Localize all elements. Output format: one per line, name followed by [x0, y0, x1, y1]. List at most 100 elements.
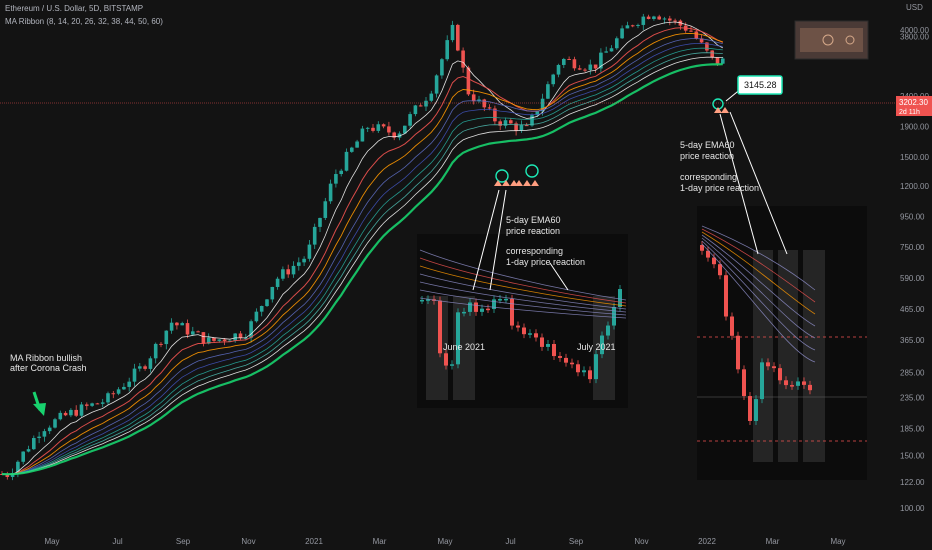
candle-body [551, 74, 555, 85]
inset-candle-body [606, 325, 610, 336]
candle-body [350, 147, 354, 152]
triangle-markers [494, 107, 729, 186]
candle-body [286, 269, 290, 275]
candle-body [116, 389, 121, 394]
candle-body [132, 368, 137, 382]
y-tick-label: 285.00 [900, 368, 925, 377]
candle-body [233, 333, 237, 341]
candle-body [334, 174, 338, 184]
candle-body [122, 386, 126, 390]
ma-ribbon-line [1, 38, 723, 475]
candle-body [79, 404, 84, 416]
y-tick-label: 950.00 [900, 212, 925, 221]
candle-body [180, 323, 184, 326]
candle-body [572, 59, 577, 69]
candle-body [540, 98, 545, 112]
candle-body [138, 366, 142, 369]
x-tick-label: Sep [569, 537, 584, 546]
candle-body [466, 67, 471, 95]
candle-body [196, 331, 200, 333]
candle-body [344, 151, 349, 171]
candle-body [535, 111, 540, 116]
ma-ribbon-line [1, 32, 723, 475]
candle-body [47, 427, 52, 432]
candle-body [583, 69, 587, 71]
candle-body [206, 337, 211, 344]
ma-ribbon-line [1, 21, 723, 476]
candle-body [381, 124, 386, 127]
candle-body [487, 107, 492, 109]
candle-body [440, 59, 444, 76]
candle-body [228, 340, 232, 342]
y-tick-label: 150.00 [900, 451, 925, 460]
candle-body [127, 381, 131, 387]
ema-mid-line2: price reaction [506, 226, 560, 236]
price-badge-value: 3145.28 [744, 80, 777, 90]
candle-body [445, 40, 449, 60]
candle-body [53, 419, 57, 428]
inset-candle-body [474, 302, 478, 312]
price-axis-ticks: 4000.003800.002400.001900.001500.001200.… [900, 26, 929, 513]
inset-candle-body [706, 250, 710, 258]
daily-right-line2: 1-day price reaction [680, 183, 759, 193]
candle-body [477, 99, 481, 102]
inset-candle-body [528, 333, 532, 335]
inset-candle-body [730, 316, 734, 336]
candle-body [646, 16, 651, 19]
inset-candle-body [790, 385, 794, 387]
inset-candle-body [748, 396, 752, 421]
candle-body [371, 127, 375, 131]
candle-body [69, 409, 73, 416]
current-price-label: 3202.30 2d 11h [896, 96, 932, 116]
candle-body [429, 93, 434, 101]
candle-body [641, 16, 646, 25]
candle-body [668, 18, 672, 21]
candle-body [450, 24, 455, 41]
inset-candle-body [712, 257, 716, 265]
inset-candle-body [426, 299, 430, 301]
candle-body [524, 125, 529, 127]
candle-body [721, 58, 725, 64]
time-axis-ticks: May Jul Sep Nov 2021 Mar May Jul Sep Nov 2022 Mar Ma… [44, 537, 845, 546]
candle-body [26, 449, 31, 452]
inset-ema-line [419, 257, 627, 304]
candle-body [143, 366, 147, 369]
candle-body [297, 262, 301, 266]
ma-ribbon-line [1, 56, 723, 475]
y-tick-label: 1900.00 [900, 122, 929, 131]
candle-body [604, 51, 608, 53]
x-tick-label: Jul [505, 537, 515, 546]
inset-candle-body [612, 307, 616, 326]
candle-body [657, 16, 661, 20]
candle-body [164, 330, 169, 345]
candle-body [16, 461, 20, 473]
candle-body [254, 311, 259, 322]
candle-body [185, 323, 190, 335]
ema-mid-line1: 5-day EMA60 [506, 215, 561, 225]
candle-body [265, 299, 269, 306]
candle-body [530, 115, 534, 126]
candle-body [212, 337, 216, 341]
y-tick-label: 3800.00 [900, 33, 929, 42]
inset-ema-line [701, 240, 816, 351]
candle-body [217, 339, 222, 341]
y-tick-label: 100.00 [900, 504, 925, 513]
x-tick-label: May [437, 537, 452, 546]
inset-candle-body [718, 264, 722, 276]
inset-july-label: July 2021 [577, 342, 616, 352]
candle-body [482, 99, 487, 108]
annotation-arrows [32, 87, 788, 416]
inset-candle-body [480, 308, 484, 312]
inset-candle-body [700, 245, 704, 251]
x-tick-label: Jul [112, 537, 122, 546]
candle-body [360, 128, 365, 142]
candle-body [397, 133, 402, 138]
candle-body [434, 75, 439, 94]
inset-candle-body [438, 300, 442, 354]
inset-candle-body [492, 299, 496, 310]
inset-june-july [417, 234, 628, 408]
inset-candle-body [570, 362, 574, 365]
candle-body [90, 403, 94, 406]
candle-body [408, 114, 412, 126]
